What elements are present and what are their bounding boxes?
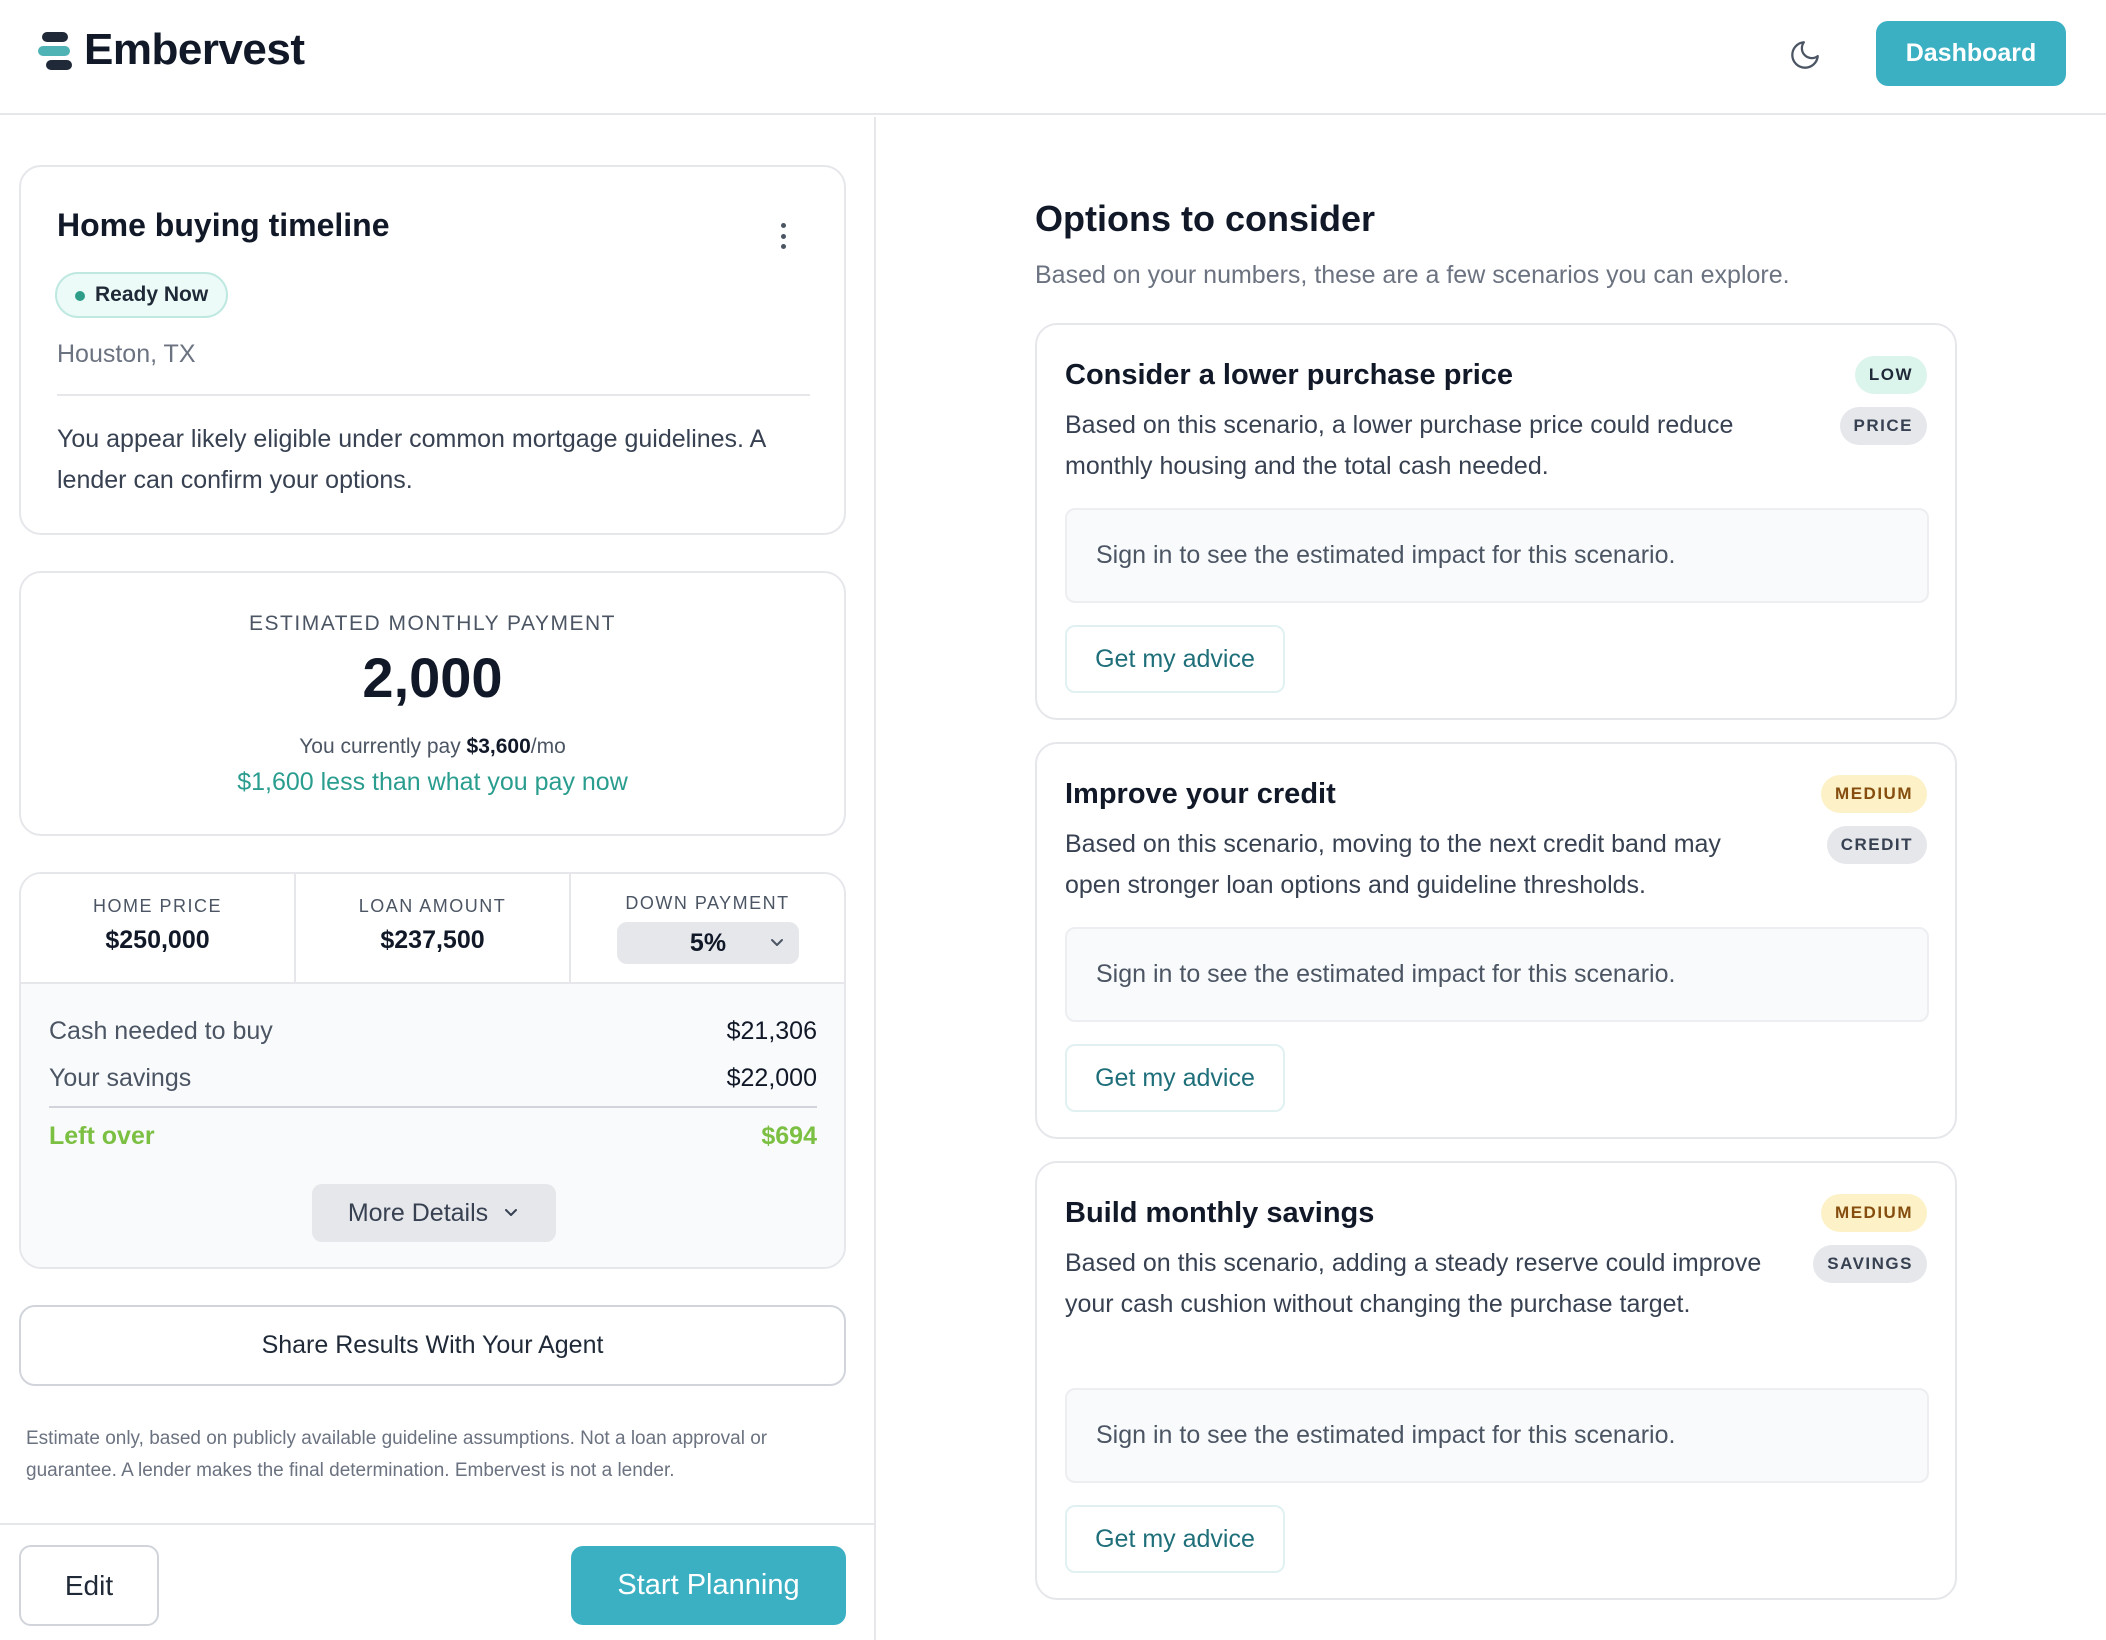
down-payment-select[interactable]: 5% bbox=[617, 922, 799, 964]
get-advice-button[interactable]: Get my advice bbox=[1065, 1505, 1285, 1573]
options-title: Options to consider bbox=[1035, 198, 1376, 239]
home-price-label: HOME PRICE bbox=[92, 896, 222, 916]
down-payment-label: DOWN PAYMENT bbox=[625, 893, 790, 913]
chevron-down-icon bbox=[771, 939, 783, 946]
divider bbox=[49, 1106, 817, 1108]
timeline-card: Home buying timeline Ready Now Houston, … bbox=[19, 165, 846, 535]
timeline-location: Houston, TX bbox=[57, 340, 196, 368]
options-subtitle: Based on your numbers, these are a few s… bbox=[1035, 261, 1790, 289]
scenario-description: Based on this scenario, moving to the ne… bbox=[1065, 830, 1721, 899]
left-over-value: $694 bbox=[761, 1122, 817, 1150]
payment-label: ESTIMATED MONTHLY PAYMENT bbox=[249, 612, 616, 635]
scenario-impact: Sign in to see the estimated impact for … bbox=[1065, 508, 1929, 603]
brand-name: Embervest bbox=[84, 25, 305, 74]
scenario-card: Consider a lower purchase price LOW PRIC… bbox=[1035, 323, 1957, 720]
scenario-tag-badge: SAVINGS bbox=[1813, 1245, 1927, 1283]
divider bbox=[57, 394, 810, 396]
logo-mark-icon bbox=[38, 24, 78, 76]
scenario-level-badge: LOW bbox=[1854, 356, 1927, 394]
payment-card: ESTIMATED MONTHLY PAYMENT 2,000 You curr… bbox=[19, 571, 846, 836]
scenario-impact: Sign in to see the estimated impact for … bbox=[1065, 1388, 1929, 1483]
status-dot-icon bbox=[75, 291, 85, 301]
disclaimer-text: Estimate only, based on publicly availab… bbox=[26, 1428, 768, 1481]
current-payment: You currently pay $3,600/mo bbox=[21, 735, 844, 759]
get-advice-button[interactable]: Get my advice bbox=[1065, 1044, 1285, 1112]
cash-needed-label: Cash needed to buy bbox=[49, 1017, 273, 1045]
loan-amount-value: $237,500 bbox=[380, 926, 485, 954]
theme-toggle-button[interactable] bbox=[1782, 32, 1828, 78]
loan-amount-label: LOAN AMOUNT bbox=[358, 896, 507, 916]
savings-label: Your savings bbox=[49, 1064, 192, 1092]
scenario-card: Improve your credit MEDIUM CREDIT Based … bbox=[1035, 742, 1957, 1139]
cash-needed-row: Cash needed to buy $21,306 bbox=[49, 1017, 817, 1046]
scenario-title: Improve your credit bbox=[1065, 778, 1336, 810]
scenario-title: Consider a lower purchase price bbox=[1065, 359, 1514, 391]
share-with-agent-button[interactable]: Share Results With Your Agent bbox=[19, 1305, 846, 1386]
cash-breakdown: Cash needed to buy $21,306 Your savings … bbox=[21, 984, 844, 1267]
timeline-description: You appear likely eligible under common … bbox=[57, 425, 765, 494]
home-price-col: HOME PRICE $250,000 bbox=[21, 874, 294, 982]
left-over-row: Left over $694 bbox=[49, 1122, 817, 1151]
breakdown-card: HOME PRICE $250,000 LOAN AMOUNT $237,500… bbox=[19, 872, 846, 1269]
more-details-button[interactable]: More Details bbox=[312, 1184, 556, 1242]
current-payment-prefix: You currently pay bbox=[299, 735, 467, 758]
footer-divider bbox=[0, 1523, 874, 1525]
panel-divider bbox=[874, 117, 876, 1640]
timeline-title: Home buying timeline bbox=[57, 207, 390, 243]
dashboard-button[interactable]: Dashboard bbox=[1876, 21, 2066, 86]
current-payment-suffix: /mo bbox=[530, 735, 566, 758]
top-header: Embervest Dashboard bbox=[0, 0, 2106, 115]
current-payment-amount: $3,600 bbox=[466, 735, 531, 758]
chevron-down-icon bbox=[505, 1209, 518, 1216]
scenario-card: Build monthly savings MEDIUM SAVINGS Bas… bbox=[1035, 1161, 1957, 1600]
brand-logo[interactable]: Embervest bbox=[38, 24, 305, 76]
loan-amount-col: LOAN AMOUNT $237,500 bbox=[294, 874, 569, 982]
scenario-description: Based on this scenario, a lower purchase… bbox=[1065, 411, 1734, 480]
more-options-icon[interactable] bbox=[773, 219, 793, 253]
get-advice-button[interactable]: Get my advice bbox=[1065, 625, 1285, 693]
moon-icon bbox=[1791, 41, 1819, 69]
scenario-tag-badge: CREDIT bbox=[1826, 826, 1927, 864]
scenario-level-badge: MEDIUM bbox=[1821, 775, 1927, 813]
scenario-tag-badge: PRICE bbox=[1839, 407, 1927, 445]
payment-value: 2,000 bbox=[362, 646, 503, 709]
edit-button[interactable]: Edit bbox=[19, 1545, 159, 1626]
down-payment-col: DOWN PAYMENT 5% bbox=[569, 874, 844, 982]
savings-value: $22,000 bbox=[726, 1064, 817, 1092]
status-badge-label: Ready Now bbox=[95, 283, 209, 306]
loan-summary-row: HOME PRICE $250,000 LOAN AMOUNT $237,500… bbox=[21, 874, 844, 984]
home-price-value: $250,000 bbox=[105, 926, 210, 954]
cash-needed-value: $21,306 bbox=[726, 1017, 817, 1045]
down-payment-value: 5% bbox=[689, 928, 727, 957]
payment-difference: $1,600 less than what you pay now bbox=[237, 768, 628, 796]
start-planning-button[interactable]: Start Planning bbox=[571, 1546, 846, 1625]
left-over-label: Left over bbox=[49, 1122, 155, 1150]
scenario-impact: Sign in to see the estimated impact for … bbox=[1065, 927, 1929, 1022]
status-badge: Ready Now bbox=[55, 272, 229, 318]
scenario-title: Build monthly savings bbox=[1065, 1197, 1375, 1229]
savings-row: Your savings $22,000 bbox=[49, 1064, 817, 1093]
scenario-description: Based on this scenario, adding a steady … bbox=[1065, 1249, 1762, 1318]
scenario-level-badge: MEDIUM bbox=[1821, 1194, 1927, 1232]
more-details-label: More Details bbox=[347, 1198, 489, 1227]
